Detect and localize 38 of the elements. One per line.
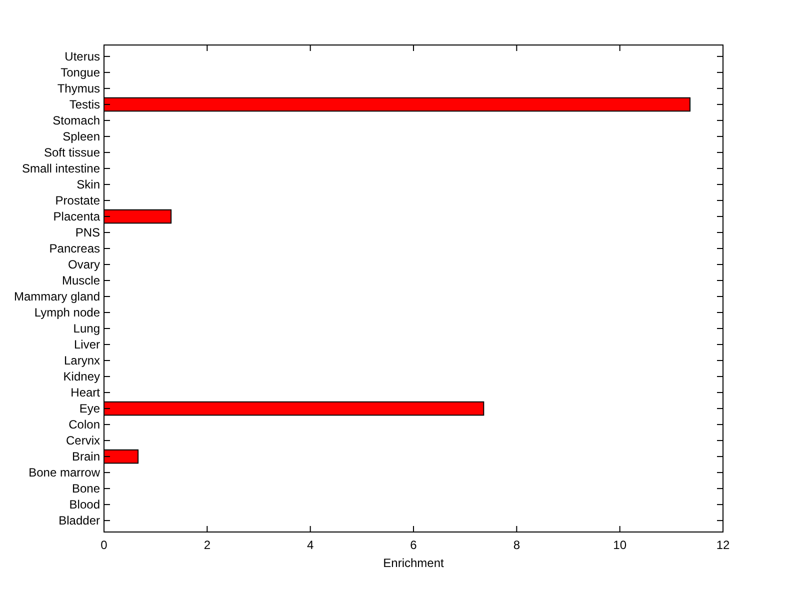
y-tick-label: Skin <box>76 177 100 192</box>
x-tick-label: 4 <box>306 538 314 552</box>
y-tick-label: Liver <box>74 338 100 352</box>
y-tick-label: Lymph node <box>34 306 100 320</box>
y-tick-label: Placenta <box>53 209 100 224</box>
y-tick-label: PNS <box>75 225 100 240</box>
y-tick-label: Tongue <box>60 65 100 80</box>
y-tick-label: Cervix <box>66 434 100 448</box>
y-tick-label: Mammary gland <box>14 290 100 304</box>
y-tick-label: Spleen <box>62 129 100 144</box>
y-tick-label: Soft tissue <box>44 145 100 160</box>
y-tick-label: Bone marrow <box>28 466 100 480</box>
x-tick-label: 6 <box>410 538 418 552</box>
y-tick-label: Thymus <box>57 81 100 96</box>
x-tick-label: 10 <box>613 538 627 552</box>
x-axis-title: Enrichment <box>383 556 445 570</box>
y-tick-label: Lung <box>73 322 100 336</box>
x-tick-label: 0 <box>100 538 108 552</box>
y-tick-label: Colon <box>68 418 100 432</box>
y-tick-label: Prostate <box>55 193 100 208</box>
y-tick-label: Ovary <box>68 257 100 272</box>
y-tick-label: Uterus <box>64 49 100 64</box>
x-tick-label: 2 <box>204 538 211 552</box>
y-tick-label: Pancreas <box>49 241 100 256</box>
y-tick-label: Bladder <box>58 514 100 528</box>
y-tick-label: Eye <box>79 402 100 416</box>
y-tick-label: Bone <box>72 482 100 496</box>
x-tick-label: 12 <box>716 538 730 552</box>
x-tick-label: 8 <box>513 538 520 552</box>
y-tick-label: Testis <box>69 97 100 112</box>
y-tick-label: Muscle <box>62 274 100 288</box>
y-tick-label: Heart <box>70 386 101 400</box>
y-tick-label: Brain <box>72 450 100 464</box>
y-tick-label: Stomach <box>52 113 100 128</box>
y-tick-label: Small intestine <box>22 161 100 176</box>
y-tick-label: Larynx <box>64 354 100 368</box>
y-tick-label: Blood <box>69 498 100 512</box>
y-tick-label: Kidney <box>63 370 100 384</box>
